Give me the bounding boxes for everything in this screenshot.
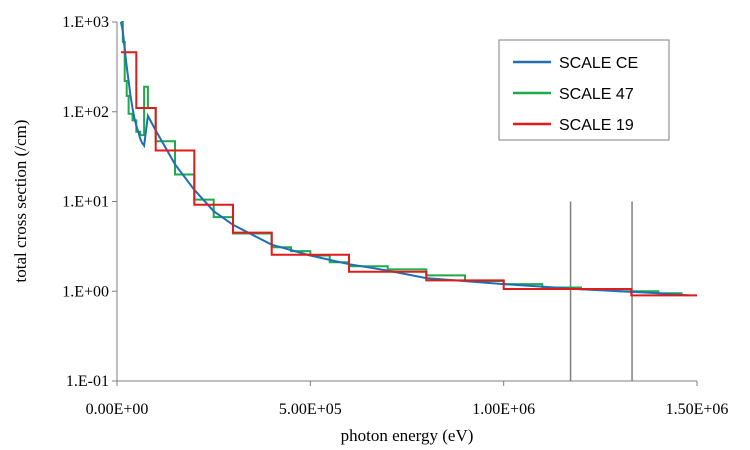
y-tick-label: 1.E+03 (62, 14, 109, 31)
x-tick-label: 0.00E+00 (86, 401, 149, 418)
x-axis-ticks: 0.00E+00 5.00E+05 1.00E+06 1.50E+06 (86, 381, 729, 418)
y-tick-label: 1.E-01 (66, 373, 109, 390)
y-axis-ticks: 1.E-01 1.E+00 1.E+01 1.E+02 1.E+03 (62, 14, 117, 390)
y-tick-label: 1.E+01 (62, 194, 109, 211)
legend-label: SCALE CE (559, 55, 638, 72)
legend-label: SCALE 47 (559, 86, 634, 103)
y-axis-title: total cross section (/cm) (11, 120, 30, 283)
series-line-scale-19 (120, 51, 697, 297)
series-line-scale-ce (119, 21, 690, 297)
series-lines (119, 21, 697, 297)
legend-label: SCALE 19 (559, 117, 634, 134)
x-tick-label: 5.00E+05 (279, 401, 342, 418)
x-tick-label: 1.50E+06 (666, 401, 729, 418)
y-tick-label: 1.E+02 (62, 104, 109, 121)
y-tick-label: 1.E+00 (62, 283, 109, 300)
legend: SCALE CE SCALE 47 SCALE 19 (498, 39, 670, 141)
x-tick-label: 1.00E+06 (472, 401, 535, 418)
x-axis-title: photon energy (eV) (341, 426, 474, 445)
